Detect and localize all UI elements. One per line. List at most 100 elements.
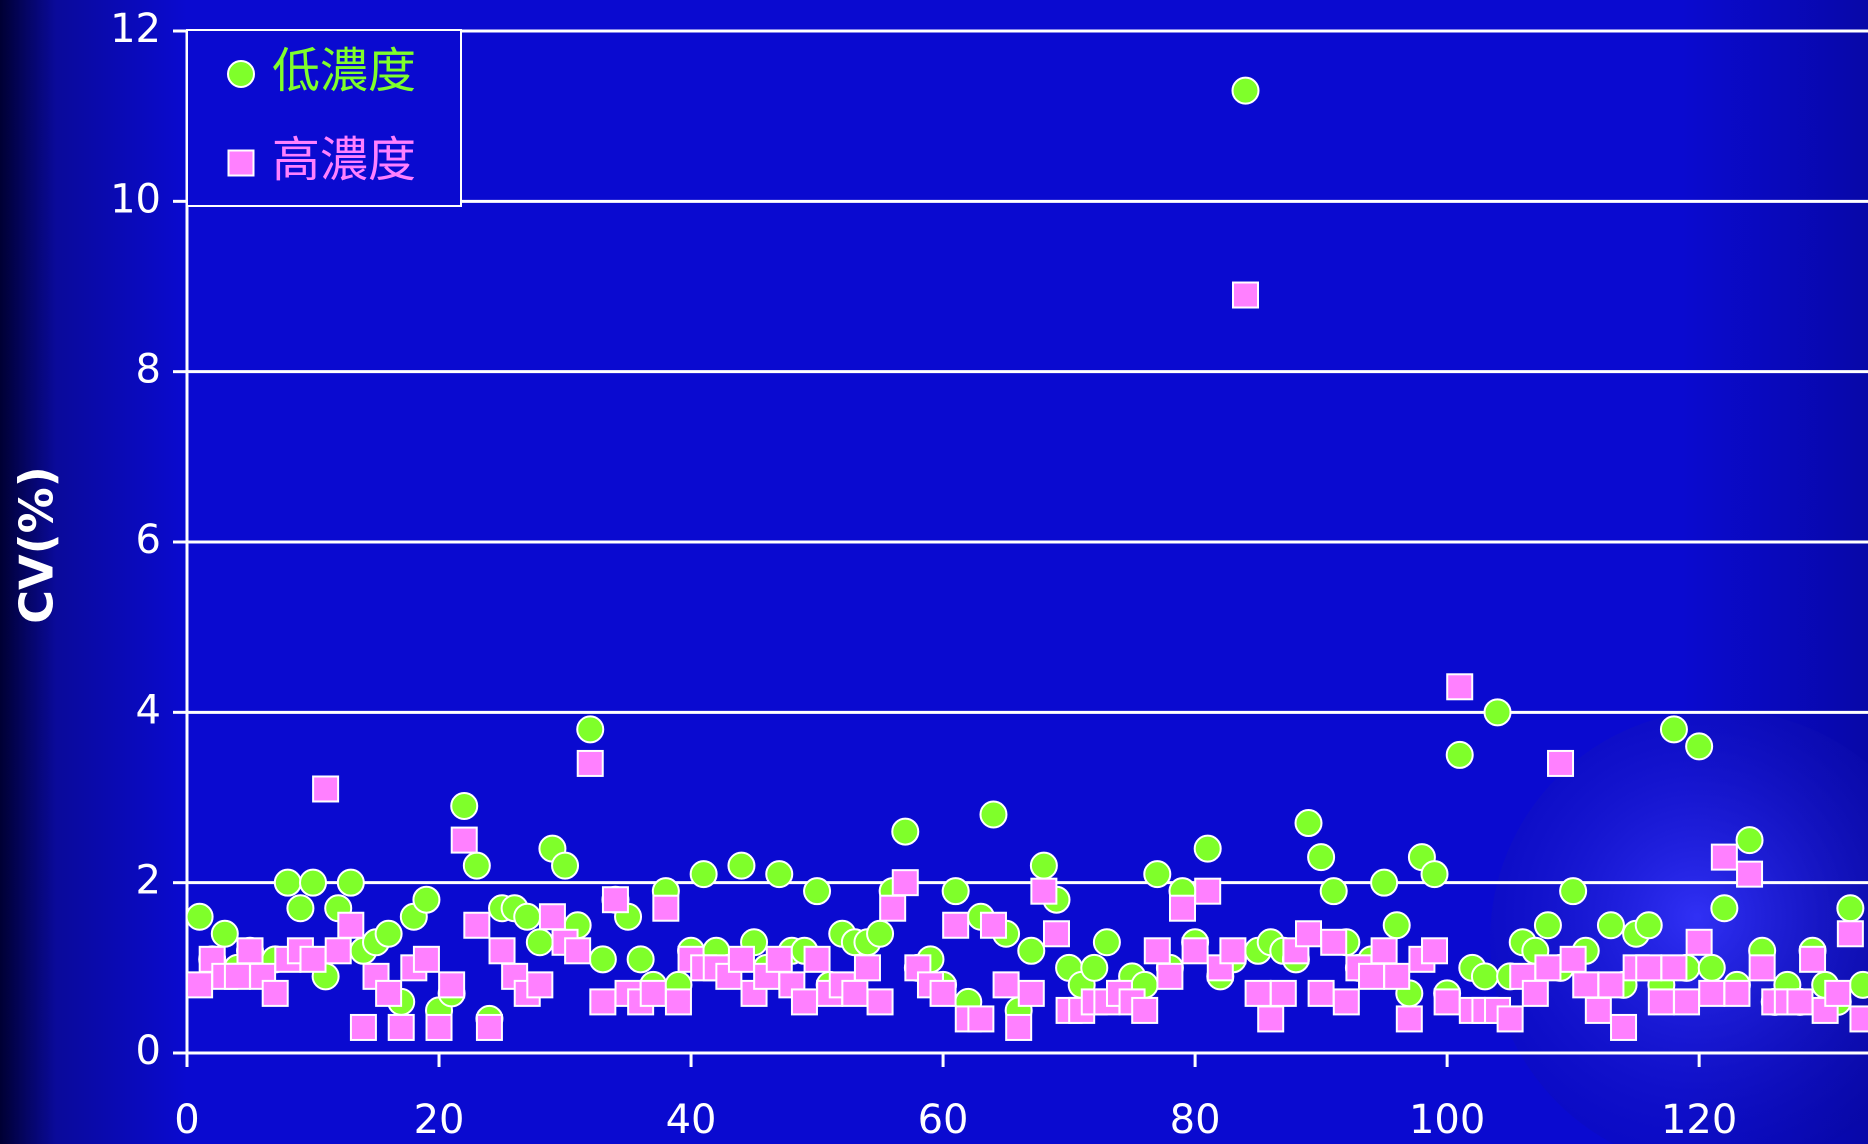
- point: [576, 715, 605, 744]
- point: [1584, 996, 1612, 1024]
- globe-decoration: [1490, 710, 1868, 1144]
- point: [475, 1013, 503, 1041]
- point: [1685, 732, 1714, 761]
- point: [462, 851, 491, 880]
- point: [1320, 928, 1348, 956]
- point: [866, 919, 895, 948]
- point: [803, 877, 832, 906]
- point: [299, 868, 328, 897]
- point: [1294, 809, 1323, 838]
- point: [992, 971, 1020, 999]
- point: [412, 885, 441, 914]
- point: [942, 911, 970, 939]
- point: [1370, 937, 1398, 965]
- point: [1748, 954, 1776, 982]
- legend-marker: [227, 60, 255, 88]
- point: [841, 979, 869, 1007]
- point: [1836, 894, 1865, 923]
- point: [1017, 979, 1045, 1007]
- point: [538, 903, 566, 931]
- point: [286, 894, 315, 923]
- point: [1395, 1005, 1423, 1033]
- point: [1723, 979, 1751, 1007]
- point: [588, 945, 617, 974]
- point: [525, 928, 554, 957]
- y-axis-title: CV(%): [10, 466, 64, 624]
- point: [1697, 953, 1726, 982]
- point: [853, 954, 881, 982]
- point: [336, 868, 365, 897]
- point: [1521, 979, 1549, 1007]
- point: [1420, 860, 1449, 889]
- point: [1799, 945, 1827, 973]
- point: [1370, 868, 1399, 897]
- point: [1042, 920, 1070, 948]
- point: [790, 988, 818, 1016]
- point: [1659, 715, 1688, 744]
- legend-box: [186, 29, 462, 207]
- point: [551, 851, 580, 880]
- point: [879, 894, 907, 922]
- point: [513, 902, 542, 931]
- x-tick-label: 100: [1409, 1097, 1485, 1143]
- point: [803, 945, 831, 973]
- point: [1559, 877, 1588, 906]
- y-tick-label: 10: [110, 176, 161, 222]
- point: [312, 775, 340, 803]
- point: [1232, 281, 1260, 309]
- point: [929, 979, 957, 1007]
- point: [639, 979, 667, 1007]
- y-tick-label: 6: [136, 517, 161, 563]
- point: [1332, 988, 1360, 1016]
- point: [1080, 953, 1109, 982]
- point: [1092, 928, 1121, 957]
- point: [1786, 988, 1814, 1016]
- point: [664, 988, 692, 1016]
- point: [1295, 920, 1323, 948]
- point: [1610, 1013, 1638, 1041]
- point: [299, 945, 327, 973]
- point: [438, 971, 466, 999]
- point: [1848, 970, 1868, 999]
- point: [626, 945, 655, 974]
- point: [1193, 834, 1222, 863]
- point: [1710, 843, 1738, 871]
- point: [891, 869, 919, 897]
- y-tick-label: 12: [110, 6, 161, 52]
- point: [375, 979, 403, 1007]
- x-tick-label: 80: [1170, 1097, 1221, 1143]
- point: [765, 860, 794, 889]
- point: [1533, 911, 1562, 940]
- point: [727, 945, 755, 973]
- point: [1849, 1005, 1868, 1033]
- point: [1647, 988, 1675, 1016]
- point: [1735, 826, 1764, 855]
- point: [1572, 971, 1600, 999]
- point: [979, 911, 1007, 939]
- point: [1421, 937, 1449, 965]
- point: [1660, 954, 1688, 982]
- point: [589, 988, 617, 1016]
- point: [652, 894, 680, 922]
- point: [186, 971, 214, 999]
- point: [1029, 851, 1058, 880]
- point: [564, 937, 592, 965]
- point: [1319, 877, 1348, 906]
- point: [689, 860, 718, 889]
- point: [1534, 954, 1562, 982]
- point: [387, 1013, 415, 1041]
- point: [273, 868, 302, 897]
- point: [1257, 1005, 1285, 1033]
- y-tick-label: 4: [136, 687, 161, 733]
- y-tick-label: 2: [136, 858, 161, 904]
- point: [1483, 698, 1512, 727]
- point: [223, 962, 251, 990]
- point: [1168, 894, 1196, 922]
- point: [349, 1013, 377, 1041]
- point: [1244, 979, 1272, 1007]
- point: [1496, 1005, 1524, 1033]
- point: [1710, 894, 1739, 923]
- point: [1445, 740, 1474, 769]
- point: [1635, 954, 1663, 982]
- point: [979, 800, 1008, 829]
